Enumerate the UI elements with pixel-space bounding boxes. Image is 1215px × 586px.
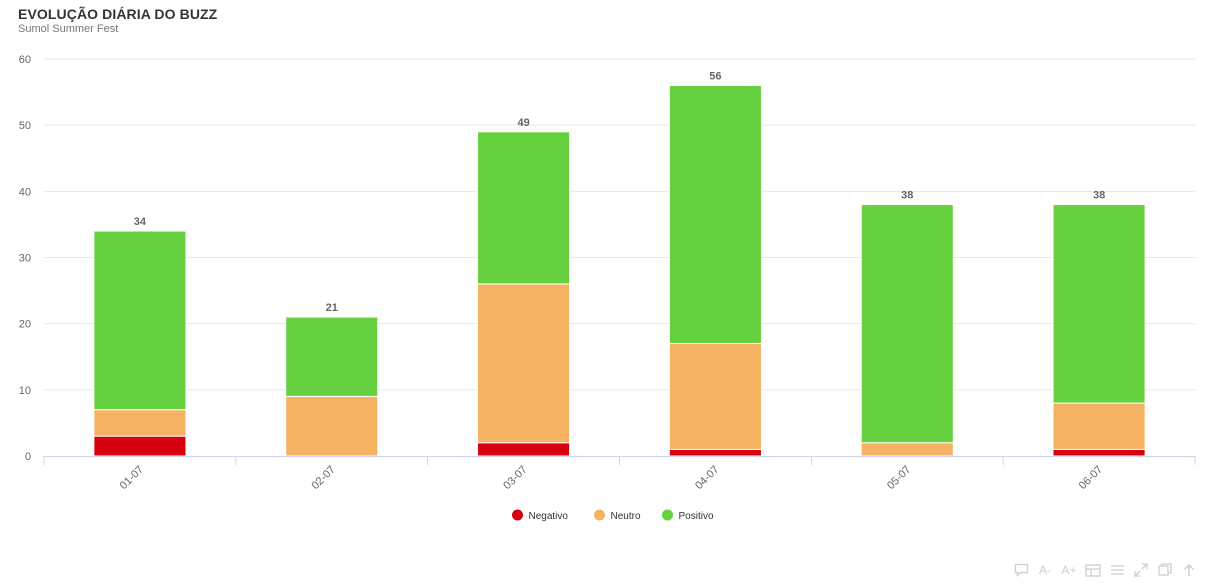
- legend-item-neutro[interactable]: Neutro: [594, 509, 641, 523]
- bars: [93, 84, 1146, 457]
- bar-negativo-06-07[interactable]: [1052, 448, 1146, 457]
- bar-negativo-04-07[interactable]: [668, 448, 762, 457]
- bar-positivo-02-07[interactable]: [285, 316, 379, 397]
- chart-toolbar: A- A+: [1013, 562, 1197, 578]
- legend-list-icon[interactable]: [1109, 562, 1125, 578]
- y-tick-label: 10: [19, 385, 31, 397]
- data-table-icon[interactable]: [1085, 562, 1101, 578]
- x-tick-label: 03-07: [501, 464, 529, 492]
- x-axis: 01-07 02-07 03-07 04-07 05-07 06-07: [43, 456, 1196, 492]
- bar-positivo-04-07[interactable]: [668, 84, 762, 345]
- grid-lines: [44, 58, 1195, 391]
- total-label: 21: [326, 302, 338, 314]
- legend-label: Neutro: [611, 511, 641, 522]
- x-tick-label: 06-07: [1077, 464, 1105, 492]
- y-tick-label: 0: [25, 451, 31, 463]
- bar-neutro-04-07[interactable]: [668, 343, 762, 450]
- legend-item-negativo[interactable]: Negativo: [512, 509, 569, 523]
- font-increase-icon[interactable]: A+: [1061, 563, 1077, 577]
- y-tick-label: 60: [19, 54, 31, 66]
- copy-icon[interactable]: [1157, 562, 1173, 578]
- bar-negativo-01-07[interactable]: [93, 435, 187, 457]
- chart-title: EVOLUÇÃO DIÁRIA DO BUZZ: [18, 6, 218, 22]
- bar-neutro-06-07[interactable]: [1052, 402, 1146, 450]
- bar-neutro-05-07[interactable]: [860, 442, 954, 457]
- y-tick-label: 20: [19, 319, 31, 331]
- scroll-top-icon[interactable]: [1181, 562, 1197, 578]
- y-tick-label: 30: [19, 253, 31, 265]
- bar-positivo-05-07[interactable]: [860, 204, 954, 444]
- total-label: 38: [1093, 190, 1105, 202]
- x-tick-label: 01-07: [118, 464, 146, 492]
- bar-positivo-06-07[interactable]: [1052, 204, 1146, 404]
- y-tick-label: 40: [19, 186, 31, 198]
- bar-positivo-01-07[interactable]: [93, 230, 187, 411]
- legend-item-positivo[interactable]: Positivo: [662, 509, 714, 523]
- legend-marker: [512, 509, 523, 521]
- x-tick-label: 02-07: [309, 464, 337, 492]
- legend-label: Negativo: [529, 511, 569, 522]
- comment-icon[interactable]: [1013, 562, 1029, 578]
- expand-icon[interactable]: [1133, 562, 1149, 578]
- total-label: 38: [901, 190, 913, 202]
- total-label: 34: [134, 216, 147, 228]
- legend[interactable]: Negativo Neutro Positivo: [512, 509, 714, 523]
- bar-negativo-03-07[interactable]: [477, 442, 571, 457]
- font-decrease-icon[interactable]: A-: [1039, 563, 1051, 577]
- legend-marker: [594, 509, 605, 521]
- legend-marker: [662, 509, 673, 521]
- x-tick-label: 05-07: [885, 464, 913, 492]
- bar-neutro-02-07[interactable]: [285, 395, 379, 457]
- total-labels: 34 21 49 56 38 38: [134, 70, 1105, 314]
- x-tick-label: 04-07: [693, 464, 721, 492]
- total-label: 56: [709, 70, 721, 82]
- bar-neutro-03-07[interactable]: [477, 283, 571, 444]
- bar-positivo-03-07[interactable]: [477, 131, 571, 285]
- legend-label: Positivo: [679, 511, 714, 522]
- y-tick-label: 50: [19, 120, 31, 132]
- y-axis-ticks: 0 10 20 30 40 50 60: [19, 54, 31, 463]
- bar-neutro-01-07[interactable]: [93, 409, 187, 437]
- chart-subtitle: Sumol Summer Fest: [18, 23, 119, 35]
- total-label: 49: [517, 117, 529, 129]
